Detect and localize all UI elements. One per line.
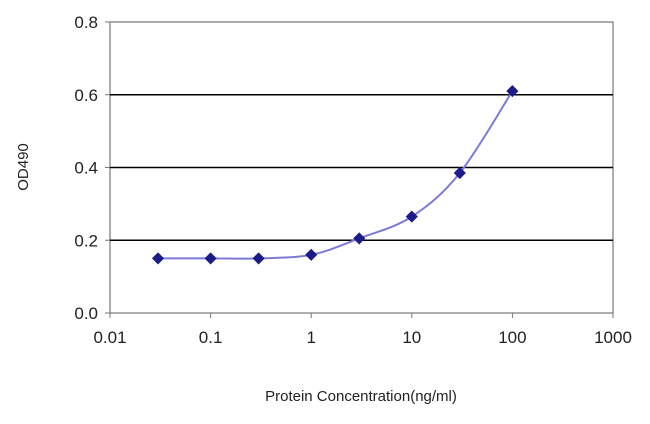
y-tick-label: 0.0 xyxy=(74,304,98,323)
data-point xyxy=(204,252,217,265)
series xyxy=(151,85,519,265)
x-tick-label: 10 xyxy=(402,328,421,347)
x-tick-label: 0.01 xyxy=(93,328,126,347)
data-point xyxy=(506,85,519,98)
x-tick-label: 0.1 xyxy=(199,328,223,347)
y-tick-label: 0.8 xyxy=(74,13,98,32)
data-point xyxy=(453,166,466,180)
data-point xyxy=(405,210,418,223)
data-point xyxy=(252,252,265,265)
x-tick-labels: 0.01 0.1 1 10 100 1000 xyxy=(93,313,632,347)
data-point xyxy=(151,252,165,265)
y-tick-labels: 0.0 0.2 0.4 0.6 0.8 xyxy=(74,13,110,323)
y-tick-label: 0.2 xyxy=(74,231,98,250)
x-tick-label: 1000 xyxy=(594,328,632,347)
x-axis-title: Protein Concentration(ng/ml) xyxy=(265,388,457,405)
data-point xyxy=(353,232,366,245)
x-tick-label: 1 xyxy=(306,328,315,347)
x-tick-label: 100 xyxy=(498,328,526,347)
data-point xyxy=(305,248,318,261)
y-tick-label: 0.4 xyxy=(74,159,98,178)
y-axis-title: OD490 xyxy=(15,143,32,191)
y-tick-label: 0.6 xyxy=(74,86,98,105)
